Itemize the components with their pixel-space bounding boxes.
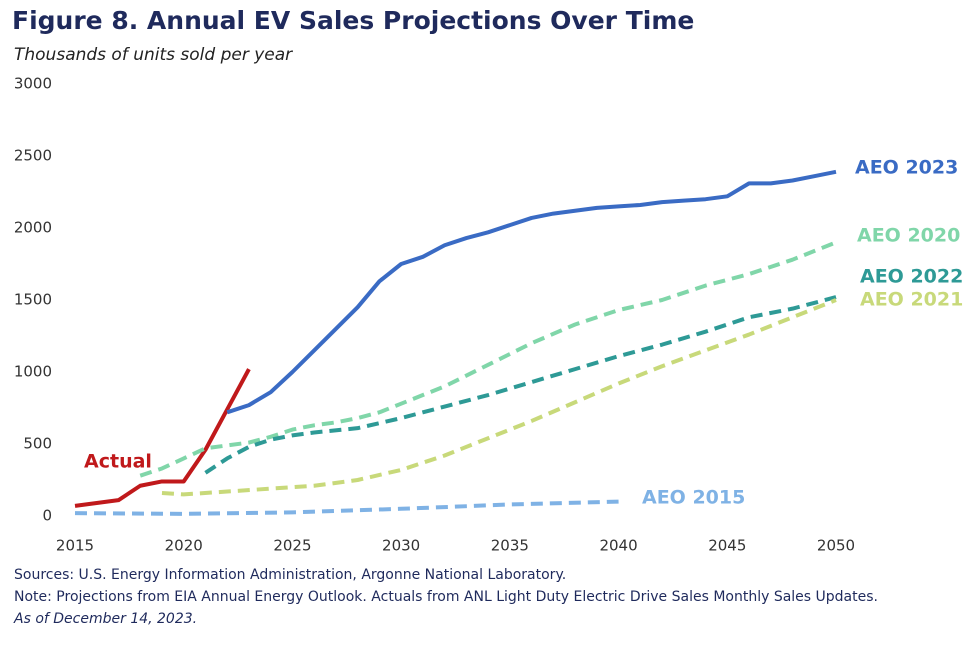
- series-label: AEO 2015: [642, 487, 745, 509]
- date-note: As of December 14, 2023.: [13, 611, 197, 627]
- series-line: [204, 295, 837, 475]
- x-tick-label: 2040: [599, 537, 637, 555]
- series-label: AEO 2022: [860, 266, 963, 288]
- chart-subtitle: Thousands of units sold per year: [14, 45, 293, 65]
- series-line: [161, 298, 837, 497]
- series-label: AEO 2021: [860, 289, 963, 311]
- sources: Sources: U.S. Energy Information Adminis…: [14, 567, 566, 583]
- chart-title: Figure 8. Annual EV Sales Projections Ov…: [12, 6, 694, 35]
- note: Note: Projections from EIA Annual Energy…: [14, 589, 878, 605]
- series-line: [74, 368, 251, 508]
- x-tick-label: 2035: [491, 537, 529, 555]
- y-tick-label: 0: [42, 507, 52, 525]
- y-tick-label: 1500: [14, 291, 52, 309]
- y-tick-label: 2500: [14, 147, 52, 165]
- y-tick-label: 1000: [14, 363, 52, 381]
- y-tick-label: 2000: [14, 219, 52, 237]
- x-tick-label: 2030: [382, 537, 420, 555]
- series-label: Actual: [84, 451, 152, 473]
- x-tick-label: 2045: [708, 537, 746, 555]
- series-line: [74, 499, 619, 516]
- series-line: [139, 240, 837, 478]
- series-label: AEO 2023: [855, 157, 958, 179]
- y-tick-label: 500: [23, 435, 52, 453]
- series-label: AEO 2020: [857, 225, 960, 247]
- x-tick-label: 2020: [165, 537, 203, 555]
- x-tick-label: 2015: [56, 537, 94, 555]
- x-tick-label: 2050: [817, 537, 855, 555]
- y-tick-label: 3000: [14, 75, 52, 93]
- x-tick-label: 2025: [273, 537, 311, 555]
- series-line: [226, 169, 837, 415]
